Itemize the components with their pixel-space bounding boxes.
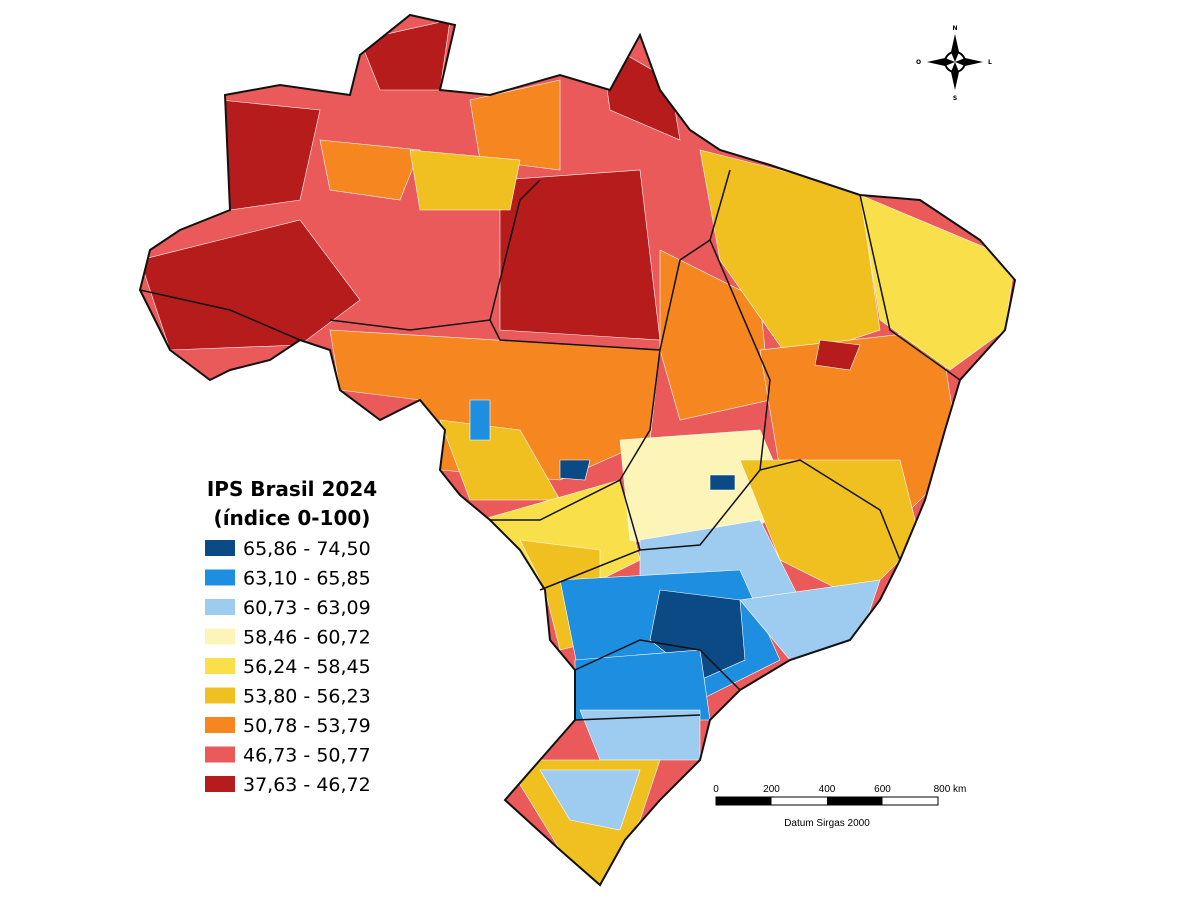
region — [469, 399, 491, 441]
scale-label: 0 — [713, 784, 719, 795]
legend-label: 53,80 - 56,23 — [243, 686, 371, 708]
legend-title: (índice 0-100) — [214, 506, 371, 530]
legend-swatch — [205, 776, 235, 792]
scale-label: 600 — [874, 784, 891, 795]
legend-title: IPS Brasil 2024 — [207, 477, 377, 501]
region — [539, 769, 641, 831]
scale-label: 200 — [763, 784, 780, 795]
legend-swatch — [205, 599, 235, 615]
legend-label: 46,73 - 50,77 — [243, 745, 371, 767]
scale-bar: Datum Sirgas 2000 0 200 400 600 800 km — [713, 784, 966, 829]
country-outline — [138, 13, 1017, 887]
legend-swatch — [205, 658, 235, 674]
legend-label: 63,10 - 65,85 — [243, 568, 371, 590]
scale-label: 800 km — [934, 784, 967, 795]
compass-n: N — [952, 25, 957, 32]
scale-label: 400 — [819, 784, 836, 795]
compass-star — [927, 34, 983, 90]
region — [559, 459, 591, 481]
legend-swatch — [205, 717, 235, 733]
state-borders — [139, 169, 961, 721]
compass-e: L — [988, 59, 992, 66]
legend-label: 60,73 - 63,09 — [243, 597, 371, 619]
legend-swatch — [205, 628, 235, 645]
scale-segment — [716, 797, 772, 805]
legend-label: 65,86 - 74,50 — [243, 538, 371, 560]
legend-swatch — [205, 540, 235, 556]
legend-label: 56,24 - 58,45 — [243, 656, 371, 678]
legend-label: 58,46 - 60,72 — [243, 627, 371, 649]
compass-s: S — [953, 95, 957, 102]
region — [319, 139, 421, 201]
legend-swatch — [205, 569, 235, 586]
region — [469, 79, 561, 171]
compass-w: O — [916, 59, 921, 66]
legend: IPS Brasil 2024 (índice 0-100) 65,86 - 7… — [205, 477, 377, 796]
legend-swatch — [205, 746, 235, 763]
scale-segment — [827, 797, 883, 805]
legend-label: 37,63 - 46,72 — [243, 774, 371, 796]
region — [814, 339, 861, 371]
region — [709, 474, 736, 491]
legend-swatch — [205, 687, 235, 704]
region — [409, 149, 521, 211]
scale-caption: Datum Sirgas 2000 — [784, 818, 870, 829]
region — [140, 219, 361, 351]
region — [739, 459, 921, 601]
compass: N S L O — [916, 25, 992, 102]
legend-label: 50,78 - 53,79 — [243, 715, 371, 737]
